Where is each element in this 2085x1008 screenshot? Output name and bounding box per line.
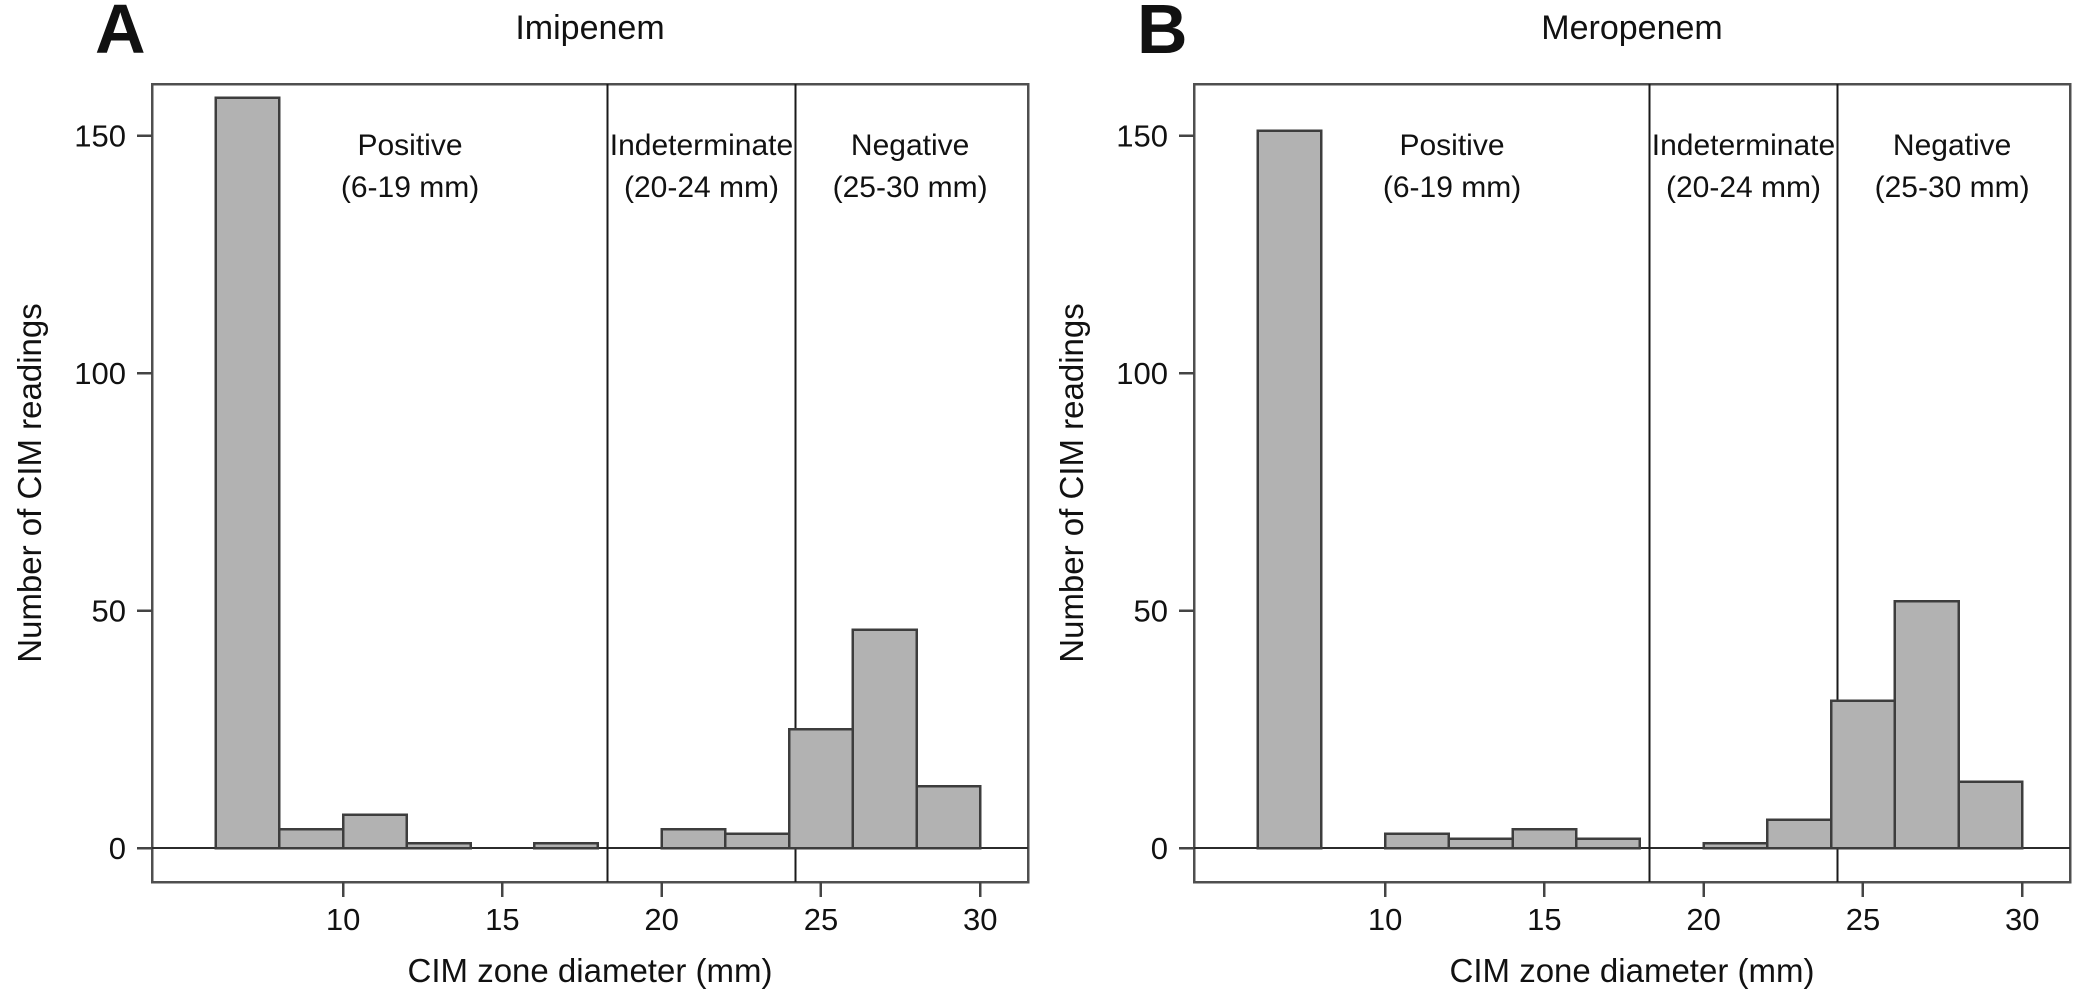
region-label-positive: Positive: [1399, 129, 1504, 162]
y-tick-label: 100: [74, 356, 126, 391]
bar-24-26mm: [787, 728, 855, 850]
x-tick-label: 10: [1368, 902, 1402, 937]
panel-title-meropenem: Meropenem: [1541, 9, 1723, 47]
bar-16-18mm: [533, 842, 600, 850]
y-tick-label: 150: [1116, 118, 1168, 153]
y-tick-label: 100: [1116, 356, 1168, 391]
plot-box: [150, 82, 1030, 884]
panel-imipenem: A Imipenem Number of CIM readings CIM zo…: [0, 0, 1042, 1008]
x-tick-label: 30: [2005, 902, 2039, 937]
region-label-negative: Negative: [1893, 129, 2011, 162]
y-tick-label: 50: [1134, 593, 1168, 628]
region-label-indeterminate-range: (20-24 mm): [1666, 171, 1821, 204]
panel-letter-b: B: [1137, 0, 1188, 68]
bar-8-10mm: [278, 827, 345, 850]
bar-22-24mm: [724, 832, 791, 850]
panel-meropenem: B Meropenem Number of CIM readings CIM z…: [1042, 0, 2084, 1008]
histogram-plot-imipenem: 0 50 100 150 10 15 20 25 30 Positive (6-19 mm) Inde…: [74, 82, 1030, 937]
region-label-negative-range: (25-30 mm): [1875, 171, 2030, 204]
region-label-negative: Negative: [851, 129, 969, 162]
bar-28-30mm: [915, 785, 982, 850]
bar-14-16mm: [1511, 827, 1578, 850]
region-label-positive-range: (6-19 mm): [341, 171, 479, 204]
region-label-indeterminate: Indeterminate: [610, 129, 793, 162]
y-tick-label: 150: [74, 118, 126, 153]
region-label-positive-range: (6-19 mm): [1383, 171, 1521, 204]
bar-26-28mm: [851, 628, 918, 850]
x-tick-label: 10: [326, 902, 360, 937]
x-axis-label: CIM zone diameter (mm): [1449, 952, 1815, 989]
plot-box: [1192, 82, 2072, 884]
x-tick-label: 15: [1527, 902, 1561, 937]
x-tick-label: 20: [1686, 902, 1720, 937]
bar-26-28mm: [1893, 599, 1960, 850]
x-axis-label: CIM zone diameter (mm): [407, 952, 773, 989]
bar-16-18mm: [1575, 837, 1642, 850]
region-label-indeterminate-range: (20-24 mm): [624, 171, 779, 204]
x-tick-label: 30: [963, 902, 997, 937]
bar-28-30mm: [1957, 780, 2024, 850]
bar-24-26mm: [1829, 699, 1897, 850]
region-label-negative-range: (25-30 mm): [833, 171, 988, 204]
bar-12-14mm: [405, 842, 472, 850]
x-tick-label: 20: [644, 902, 678, 937]
y-tick-label: 0: [1151, 831, 1168, 866]
region-label-indeterminate: Indeterminate: [1652, 129, 1835, 162]
x-tick-label: 25: [1846, 902, 1880, 937]
bar-6-8mm: [1256, 129, 1323, 850]
x-tick-label: 25: [804, 902, 838, 937]
panel-letter-a: A: [95, 0, 146, 68]
y-tick-label: 50: [92, 593, 126, 628]
histogram-plot-meropenem: 0 50 100 150 10 15 20 25 30 Positive (6-19 mm) Inde…: [1116, 82, 2072, 937]
bar-20-22mm: [660, 827, 727, 850]
region-label-positive: Positive: [357, 129, 462, 162]
bar-10-12mm: [341, 813, 409, 850]
bar-10-12mm: [1383, 832, 1451, 850]
bar-6-8mm: [214, 96, 281, 850]
bar-20-22mm: [1702, 842, 1769, 850]
x-tick-label: 15: [485, 902, 519, 937]
bar-22-24mm: [1766, 818, 1833, 850]
panel-title-imipenem: Imipenem: [515, 9, 665, 47]
bar-12-14mm: [1447, 837, 1514, 850]
y-tick-label: 0: [109, 831, 126, 866]
